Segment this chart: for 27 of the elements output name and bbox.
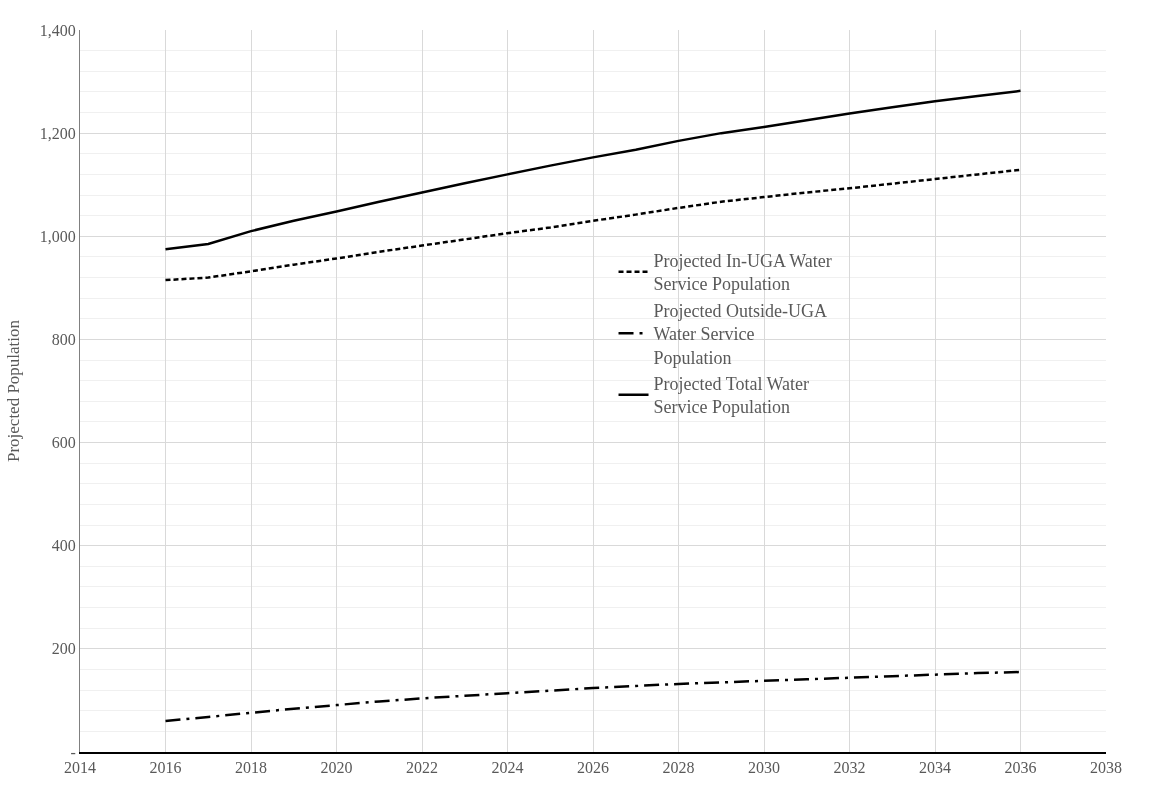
y-tick-label: 600 [51,434,76,452]
x-tick-label: 2028 [662,759,695,777]
y-tick-label: 400 [51,537,76,555]
x-tick-label: 2018 [235,759,267,777]
x-tick-label: 2026 [577,759,609,777]
y-tick-label: 1,000 [39,227,76,245]
y-tick-label: - [70,743,76,761]
x-tick-label: 2030 [748,759,780,777]
y-tick-label: 200 [51,640,76,658]
legend-label: Projected Outside-UGA Water Service Population [653,300,827,368]
legend-label: Projected Total Water Service Population [653,373,810,418]
x-tick-label: 2020 [320,759,353,777]
x-tick-label: 2034 [919,759,951,777]
x-tick-label: 2038 [1090,759,1122,777]
x-tick-label: 2036 [1004,759,1037,777]
y-tick-label: 1,200 [39,124,76,142]
x-tick-label: 2032 [833,759,866,777]
line-series [164,670,1022,723]
y-tick-label: 1,400 [39,21,76,39]
x-tick-label: 2014 [64,759,96,777]
x-tick-label: 2016 [149,759,182,777]
y-axis-title: Projected Population [4,319,24,463]
legend-label: Projected In-UGA Water Service Population [653,250,832,295]
x-tick-label: 2022 [406,759,438,777]
line-series [164,89,1022,251]
x-tick-label: 2024 [491,759,524,777]
y-tick-label: 800 [51,331,76,349]
